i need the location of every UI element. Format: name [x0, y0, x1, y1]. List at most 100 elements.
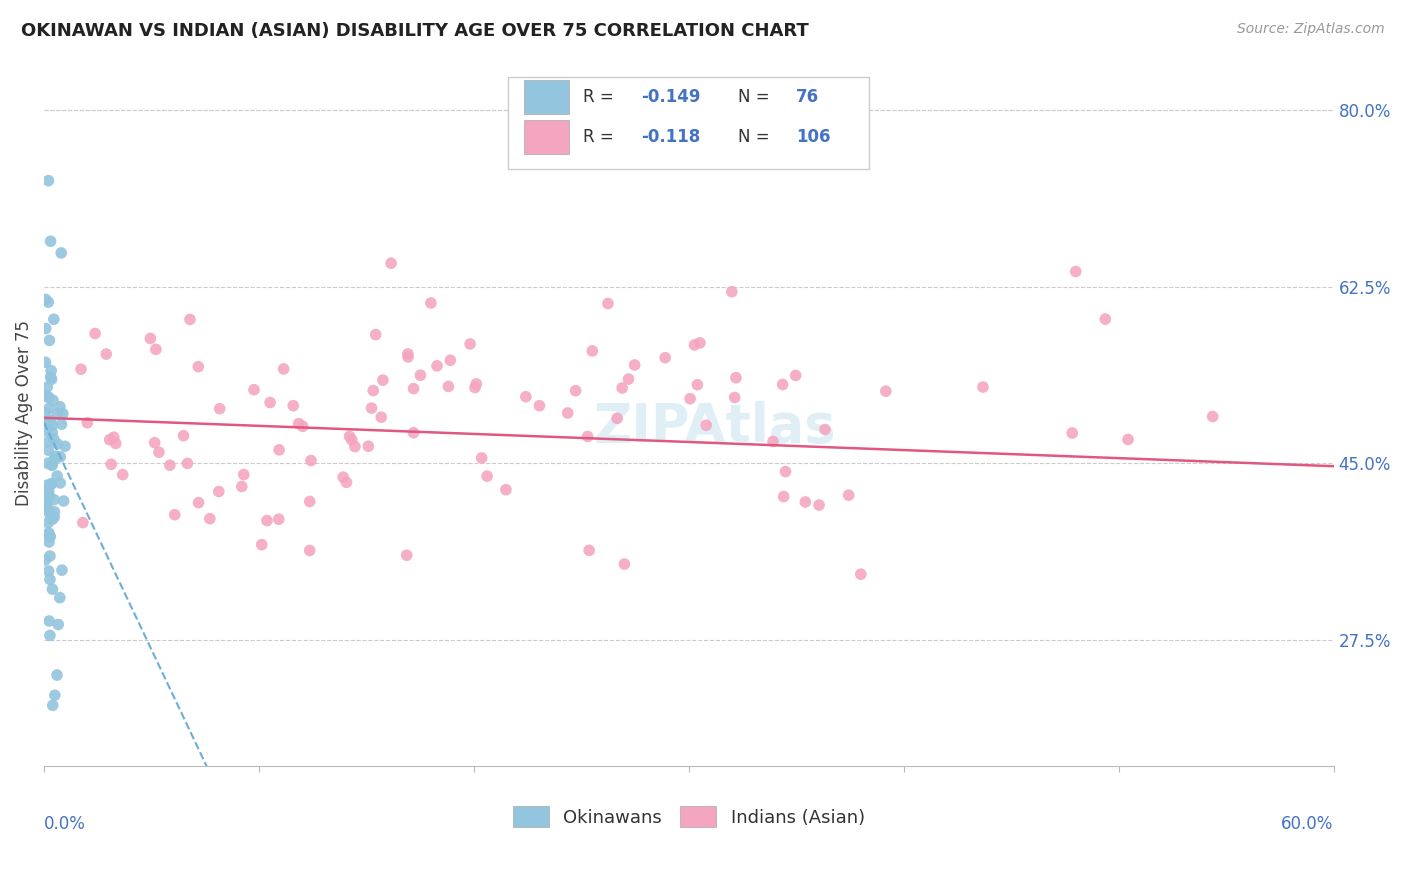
- Point: [1062, 425, 1084, 440]
- Text: -0.118: -0.118: [641, 128, 700, 146]
- Text: OKINAWAN VS INDIAN (ASIAN) DISABILITY AGE OVER 75 CORRELATION CHART: OKINAWAN VS INDIAN (ASIAN) DISABILITY AG…: [21, 22, 808, 40]
- Point: [402, 382, 425, 396]
- Point: [51, 417, 73, 432]
- Point: [849, 567, 872, 582]
- Point: [357, 439, 380, 453]
- Point: [46, 469, 69, 483]
- Point: [76, 416, 98, 430]
- Point: [576, 429, 599, 443]
- Point: [259, 395, 281, 409]
- Point: [380, 256, 402, 270]
- Point: [475, 469, 498, 483]
- Point: [51, 563, 73, 577]
- Point: [37, 380, 59, 394]
- Point: [39, 370, 62, 384]
- Point: [875, 384, 897, 399]
- Point: [37, 174, 59, 188]
- Point: [35, 478, 58, 492]
- Point: [814, 422, 837, 436]
- Point: [46, 407, 69, 421]
- Point: [159, 458, 181, 473]
- Point: [1202, 409, 1225, 424]
- Point: [610, 381, 633, 395]
- Point: [37, 434, 59, 449]
- Point: [1064, 264, 1087, 278]
- Point: [98, 433, 121, 447]
- Point: [267, 512, 290, 526]
- Point: [299, 453, 322, 467]
- Text: Source: ZipAtlas.com: Source: ZipAtlas.com: [1237, 22, 1385, 37]
- Point: [606, 411, 628, 425]
- Point: [39, 476, 62, 491]
- Point: [515, 390, 537, 404]
- Point: [46, 617, 69, 632]
- Point: [41, 458, 63, 472]
- Point: [44, 505, 66, 519]
- Point: [176, 456, 198, 470]
- Text: R =: R =: [583, 128, 619, 146]
- Point: [35, 424, 58, 438]
- Point: [42, 432, 65, 446]
- Point: [103, 430, 125, 444]
- Point: [39, 549, 62, 563]
- Point: [232, 467, 254, 482]
- Point: [38, 390, 60, 404]
- Point: [794, 495, 817, 509]
- Point: [1094, 312, 1116, 326]
- Point: [613, 557, 636, 571]
- Point: [41, 418, 63, 433]
- Point: [529, 399, 551, 413]
- Point: [46, 668, 69, 682]
- Point: [654, 351, 676, 365]
- Point: [332, 470, 354, 484]
- Point: [37, 443, 59, 458]
- Point: [38, 614, 60, 628]
- Point: [38, 525, 60, 540]
- Point: [49, 591, 72, 605]
- Point: [231, 479, 253, 493]
- Point: [52, 494, 75, 508]
- Point: [100, 457, 122, 471]
- Point: [37, 456, 59, 470]
- Point: [39, 530, 62, 544]
- Point: [458, 337, 481, 351]
- Point: [596, 296, 619, 310]
- Text: ZIPAtlas: ZIPAtlas: [593, 401, 837, 453]
- Point: [785, 368, 807, 383]
- Point: [686, 377, 709, 392]
- Point: [343, 440, 366, 454]
- Point: [38, 564, 60, 578]
- Text: 60.0%: 60.0%: [1281, 815, 1334, 833]
- Text: 76: 76: [796, 88, 820, 106]
- Point: [70, 362, 93, 376]
- Point: [41, 512, 63, 526]
- Point: [39, 477, 62, 491]
- Point: [84, 326, 107, 341]
- Point: [464, 380, 486, 394]
- Point: [250, 538, 273, 552]
- Point: [39, 573, 62, 587]
- Point: [49, 475, 72, 490]
- Text: N =: N =: [738, 88, 769, 106]
- Point: [38, 401, 60, 416]
- Point: [37, 295, 59, 310]
- Point: [34, 498, 56, 512]
- Point: [38, 486, 60, 500]
- Point: [396, 347, 419, 361]
- Point: [409, 368, 432, 383]
- Point: [972, 380, 994, 394]
- Point: [42, 492, 65, 507]
- Point: [39, 363, 62, 377]
- Point: [370, 410, 392, 425]
- Point: [772, 377, 794, 392]
- Point: [44, 452, 66, 467]
- Point: [396, 350, 419, 364]
- Text: 106: 106: [796, 128, 831, 146]
- Point: [838, 488, 860, 502]
- Point: [34, 500, 56, 514]
- Point: [42, 312, 65, 326]
- Point: [96, 347, 118, 361]
- Point: [335, 475, 357, 490]
- Point: [72, 516, 94, 530]
- Text: N =: N =: [738, 128, 769, 146]
